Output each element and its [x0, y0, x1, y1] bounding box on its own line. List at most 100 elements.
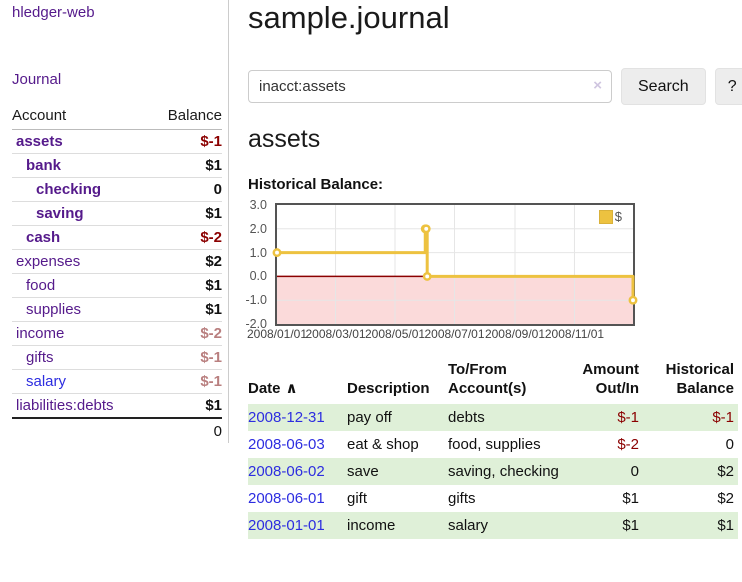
register-row: 2008-01-01 income salary $1 $1 [248, 512, 738, 539]
accounts-table-header: Account Balance [12, 105, 222, 130]
sidebar: hledger-web Journal Account Balance asse… [0, 0, 229, 443]
register-accounts: salary [448, 517, 489, 534]
page-title: sample.journal [248, 0, 450, 35]
accounts-total-value: 0 [213, 422, 222, 440]
account-balance: $1 [205, 301, 222, 318]
account-link[interactable]: expenses [16, 253, 81, 270]
account-link[interactable]: assets [16, 133, 63, 150]
x-axis-tick-label: 2008/05/01 [364, 327, 426, 341]
register-description: income [347, 517, 396, 534]
register-date-link[interactable]: 2008-06-03 [248, 436, 325, 453]
search-input-wrap: × [248, 70, 612, 103]
register-balance: $2 [717, 490, 734, 507]
accounts-total-row: 0 [12, 417, 222, 443]
account-row: bank $1 [12, 154, 222, 178]
y-axis-tick-label: -1.0 [245, 293, 267, 308]
account-row: supplies $1 [12, 298, 222, 322]
register-date-cell: 2008-01-01 [248, 512, 347, 539]
account-row: saving $1 [12, 202, 222, 226]
register-amount: $-1 [617, 409, 639, 426]
x-axis-tick-label: 2008/11/01 [544, 327, 605, 341]
account-link[interactable]: gifts [26, 349, 54, 366]
register-balance: $1 [717, 517, 734, 534]
help-button[interactable]: ? [714, 68, 742, 105]
account-link[interactable]: saving [36, 205, 84, 222]
plot-canvas [272, 205, 638, 324]
main-content: sample.journal × Search ? assets Histori… [245, 0, 742, 582]
account-link[interactable]: salary [26, 373, 67, 390]
legend-swatch [598, 209, 613, 224]
search-input[interactable] [248, 70, 612, 103]
account-balance: 0 [213, 181, 222, 198]
accounts-table: Account Balance assets $-1 bank $1 checking 0… [12, 105, 222, 443]
x-axis-tick-label: 2008/09/01 [484, 327, 545, 341]
account-row: gifts $-1 [12, 346, 222, 370]
account-balance: $-1 [200, 133, 222, 150]
x-axis-tick-label: 2008/03/01 [305, 327, 366, 341]
register-amount: 0 [630, 463, 639, 480]
col-date[interactable]: Date ∧ [248, 358, 347, 404]
register-header-row: Date ∧ Description To/From Account(s) Amo… [248, 358, 738, 404]
accounts-table-body: assets $-1 bank $1 checking 0 saving $1 cash $-2 e… [12, 130, 222, 417]
sort-ascending-icon: ∧ [285, 379, 298, 397]
chart-legend: $ [597, 209, 623, 224]
register-accounts: gifts [448, 490, 476, 507]
account-balance: $1 [205, 205, 222, 222]
register-date-cell: 2008-06-01 [248, 485, 347, 512]
register-date-cell: 2008-06-02 [248, 458, 347, 485]
register-row: 2008-06-02 save saving, checking 0 $2 [248, 458, 738, 485]
chart-title: Historical Balance: [248, 176, 384, 193]
account-column-header: Account [12, 107, 67, 124]
col-tofrom-accounts: To/From Account(s) [448, 361, 527, 397]
register-accounts: food, supplies [448, 436, 541, 453]
y-axis-tick-label: 1.0 [249, 245, 267, 260]
account-row: liabilities:debts $1 [12, 394, 222, 417]
account-link[interactable]: supplies [26, 301, 82, 318]
account-link[interactable]: checking [36, 181, 102, 198]
register-accounts: saving, checking [448, 463, 559, 480]
balance-column-header: Balance [167, 107, 222, 124]
x-axis-tick-label: 2008/01/01 [246, 327, 308, 341]
search-button[interactable]: Search [621, 68, 706, 105]
account-row: income $-2 [12, 322, 222, 346]
y-axis-tick-label: 2.0 [249, 221, 267, 236]
clear-search-icon[interactable]: × [593, 77, 602, 94]
register-row: 2008-06-03 eat & shop food, supplies $-2 0 [248, 431, 738, 458]
y-axis-tick-label: 3.0 [249, 198, 267, 212]
y-axis-tick-label: -2.0 [245, 317, 267, 331]
account-balance: $-1 [200, 373, 222, 390]
register-description: eat & shop [347, 436, 419, 453]
account-link[interactable]: liabilities:debts [16, 397, 114, 414]
account-link[interactable]: food [26, 277, 56, 294]
register-date-link[interactable]: 2008-12-31 [248, 409, 325, 426]
col-description: Description [347, 380, 430, 397]
register-description: pay off [347, 409, 392, 426]
account-heading: assets [248, 125, 321, 153]
register-table: Date ∧ Description To/From Account(s) Amo… [248, 358, 738, 539]
register-amount: $1 [622, 517, 639, 534]
register-date-link[interactable]: 2008-06-02 [248, 463, 325, 480]
legend-label: $ [614, 209, 622, 224]
col-historical-balance: Historical Balance [665, 361, 734, 397]
register-table-body: 2008-12-31 pay off debts $-1 $-1 2008-06-03 ea… [248, 404, 738, 539]
plot-area: $ 3.0 2.0 1.0 0.0 -1.0 -2.0 2008/01/01 2008/03… [245, 198, 638, 341]
register-date-link[interactable]: 2008-06-01 [248, 490, 325, 507]
journal-nav-link[interactable]: Journal [12, 71, 62, 88]
account-row: cash $-2 [12, 226, 222, 250]
app-brand-link[interactable]: hledger-web [12, 4, 95, 21]
account-link[interactable]: cash [26, 229, 61, 246]
register-date-link[interactable]: 2008-01-01 [248, 517, 325, 534]
register-description: gift [347, 490, 368, 507]
account-row: checking 0 [12, 178, 222, 202]
register-amount: $-2 [617, 436, 639, 453]
register-balance: $-1 [712, 409, 734, 426]
balance-chart: $ 3.0 2.0 1.0 0.0 -1.0 -2.0 2008/01/01 2008/03… [245, 198, 638, 341]
y-axis-tick-label: 0.0 [249, 269, 267, 284]
account-link[interactable]: income [16, 325, 65, 342]
search-bar: × Search ? [248, 68, 742, 105]
x-axis-labels: 2008/01/01 2008/03/01 2008/05/01 2008/07/01… [247, 326, 633, 342]
account-balance: $-1 [200, 349, 222, 366]
register-row: 2008-12-31 pay off debts $-1 $-1 [248, 404, 738, 431]
account-link[interactable]: bank [26, 157, 62, 174]
register-row: 2008-06-01 gift gifts $1 $2 [248, 485, 738, 512]
